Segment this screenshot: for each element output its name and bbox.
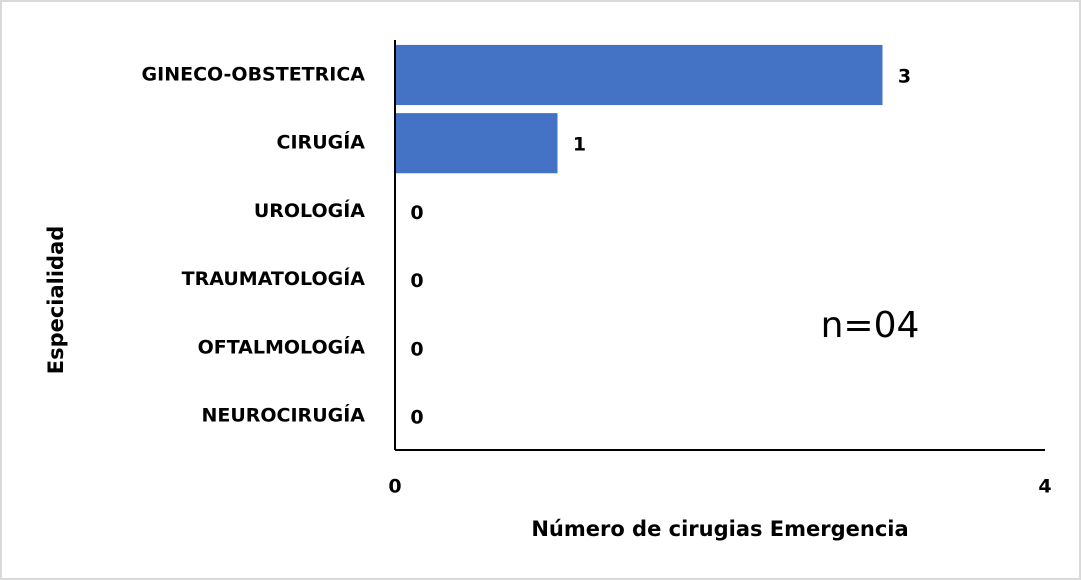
value-label: 0: [410, 407, 423, 429]
x-tick-label: 4: [1038, 476, 1051, 498]
y-tick-label: UROLOGÍA: [254, 199, 365, 222]
bar: [395, 113, 558, 174]
value-label: 1: [573, 134, 586, 156]
value-label: 0: [410, 202, 423, 224]
bar: [395, 44, 883, 106]
annotation: n=04: [821, 305, 920, 346]
y-tick-label: CIRUGÍA: [277, 131, 366, 154]
value-label: 0: [410, 338, 423, 360]
y-tick-label: NEUROCIRUGÍA: [201, 404, 365, 427]
x-tick-label: 0: [388, 476, 401, 498]
x-axis-label: Número de cirugias Emergencia: [531, 517, 908, 541]
y-tick-label: GINECO-OBSTETRICA: [142, 64, 366, 86]
value-label: 3: [898, 66, 911, 88]
y-axis-label: Especialidad: [44, 226, 68, 375]
y-tick-label: TRAUMATOLOGÍA: [182, 267, 366, 290]
value-label: 0: [410, 270, 423, 292]
y-tick-label: OFTALMOLOGÍA: [198, 335, 366, 358]
